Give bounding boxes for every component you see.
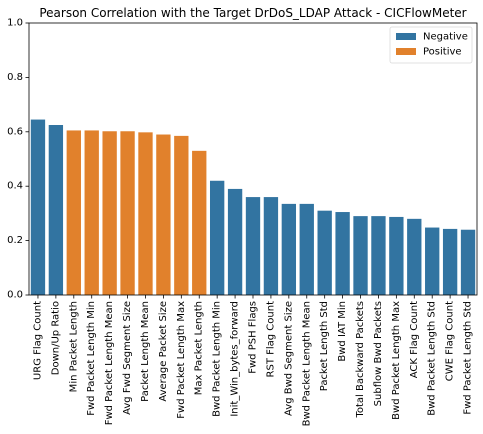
bar-13 [245, 197, 261, 295]
legend: Negative Positive [389, 26, 473, 64]
legend-swatch-positive [396, 48, 416, 55]
bar-21 [389, 216, 404, 295]
bar-20 [371, 216, 386, 295]
bar-11 [209, 180, 225, 295]
x-tick-label-6: Avg Fwd Segment Size [122, 301, 133, 415]
y-tick-label-4: 0.6 [7, 126, 23, 137]
bar-15 [281, 203, 297, 295]
x-tick-label-25: Fwd Packet Length Std [463, 301, 474, 415]
bar-7 [138, 132, 153, 295]
y-tick-label-6: 1.0 [7, 18, 23, 29]
bar-17 [317, 210, 332, 295]
legend-label-negative: Negative [423, 32, 468, 43]
x-tick-label-23: Bwd Packet Length Std [427, 301, 438, 416]
bar-19 [353, 216, 368, 295]
x-tick-label-13: Fwd PSH Flags [248, 301, 259, 374]
bar-23 [425, 227, 440, 295]
x-tick-label-17: Packet Length Std [319, 301, 330, 391]
y-tick-label-3: 0.4 [7, 181, 23, 192]
bar-24 [442, 228, 458, 295]
x-tick-label-18: Bwd IAT Min [337, 301, 348, 362]
bar-9 [174, 135, 189, 295]
y-tick-label-1: 0.0 [7, 290, 23, 301]
x-tick-label-5: Fwd Packet Length Mean [104, 301, 115, 425]
bar-22 [407, 218, 422, 295]
x-tick-label-22: ACK Flag Count [409, 301, 420, 378]
x-tick-label-21: Bwd Packet Length Max [391, 301, 402, 420]
x-tick-label-11: Bwd Packet Length Min [212, 301, 223, 417]
bar-5 [102, 131, 117, 295]
y-axis: 0.0 0.2 0.4 0.6 0.8 1.0 [7, 18, 29, 301]
x-tick-label-20: Subflow Bwd Packets [373, 301, 384, 406]
legend-swatch-negative [396, 33, 416, 40]
bar-18 [335, 212, 350, 295]
x-tick-label-12: Init_Win_bytes_forward [230, 301, 241, 417]
x-tick-label-14: RST Flag Count [265, 301, 276, 378]
x-tick-label-1: URG Flag Count [32, 301, 43, 380]
bar-1 [30, 119, 46, 295]
x-tick-label-15: Avg Bwd Segment Size [283, 301, 294, 416]
x-tick-label-8: Average Packet Size [158, 301, 169, 402]
chart-title: Pearson Correlation with the Target DrDo… [39, 6, 466, 20]
x-tick-label-4: Fwd Packet Length Min [86, 301, 97, 416]
x-tick-label-9: Fwd Packet Length Max [176, 301, 187, 419]
bar-6 [120, 131, 135, 295]
plot-frame [28, 22, 478, 296]
bar-16 [299, 203, 314, 295]
x-tick-label-10: Max Packet Length [194, 301, 205, 395]
bar-2 [48, 125, 64, 295]
x-axis: URG Flag Count Down/Up Ratio Min Packet Le… [32, 295, 474, 426]
x-tick-label-3: Min Packet Length [68, 301, 79, 392]
bar-12 [227, 188, 243, 295]
x-tick-label-2: Down/Up Ratio [50, 301, 61, 375]
x-tick-label-24: CWE Flag Count [445, 301, 456, 381]
x-tick-label-7: Packet Length Mean [140, 301, 151, 402]
bars-group [30, 119, 476, 295]
x-tick-label-16: Bwd Packet Length Mean [301, 301, 312, 426]
x-tick-label-19: Total Backward Packets [355, 301, 366, 419]
bar-10 [192, 150, 207, 295]
bar-8 [156, 134, 171, 295]
bar-4 [84, 130, 99, 295]
legend-label-positive: Positive [423, 47, 462, 58]
bar-14 [263, 197, 279, 295]
y-tick-label-2: 0.2 [7, 235, 23, 246]
bar-25 [460, 229, 476, 295]
y-tick-label-5: 0.8 [7, 72, 23, 83]
bar-3 [66, 130, 81, 295]
